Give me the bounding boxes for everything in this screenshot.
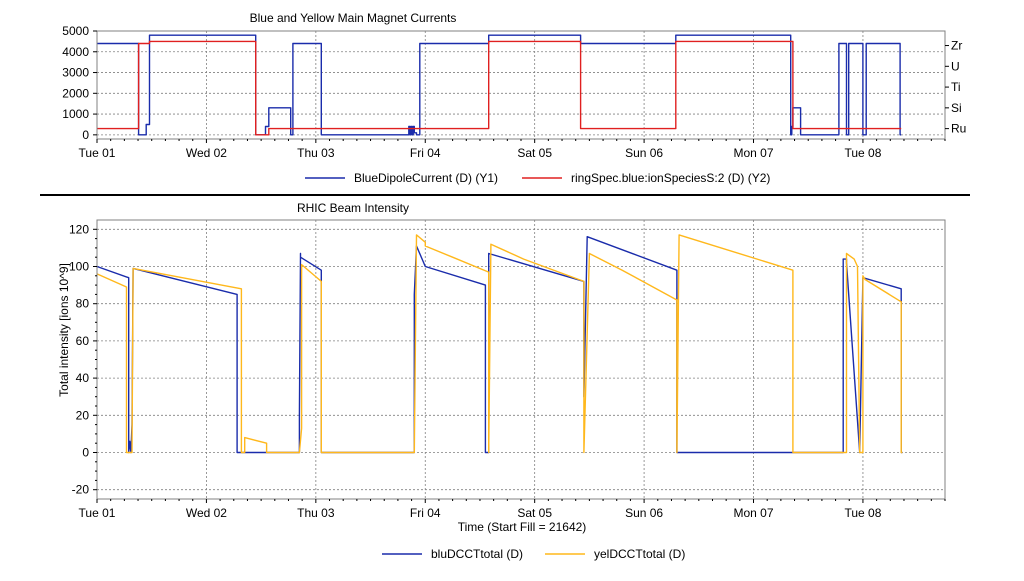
top-y2-tick-label: Zr	[951, 39, 962, 53]
bottom-y-tick-label: -20	[72, 483, 90, 497]
top-x-tick-label: Mon 07	[734, 146, 774, 160]
top-x-axis: Tue 01 Wed 02 Thu 03 Fri 04 Sat 05 Sun 06 Mon …	[79, 139, 946, 160]
top-x-tick-label: Tue 08	[844, 146, 881, 160]
top-series-group	[97, 34, 902, 136]
top-x-tick-label: Thu 03	[297, 146, 335, 160]
top-y-tick-label: 5000	[62, 24, 89, 38]
bottom-y-tick-label: 20	[76, 408, 90, 422]
top-x-tick-label: Sat 05	[517, 146, 552, 160]
top-gridlines	[96, 30, 945, 139]
bottom-x-axis-label: Time (Start Fill = 21642)	[458, 520, 587, 534]
bottom-series-line-1	[96, 235, 903, 454]
top-x-tick-label: Wed 02	[186, 146, 227, 160]
top-chart-title: Blue and Yellow Main Magnet Currents	[250, 11, 457, 25]
top-plot-frame	[96, 30, 946, 140]
bottom-y-axis: -20 0 20 40 60 80 100 120	[69, 222, 97, 497]
top-y-tick-label: 1000	[62, 107, 89, 121]
top-y-tick-label: 2000	[62, 86, 89, 100]
top-y2-tick-label: Si	[951, 101, 962, 115]
top-y2-tick-label: U	[951, 59, 960, 73]
bottom-legend-label-2: yelDCCTtotal (D)	[594, 547, 685, 561]
bottom-y-tick-label: 120	[69, 222, 89, 236]
bottom-series-line-2	[96, 234, 903, 454]
top-legend-label-2: ringSpec.blue:ionSpeciesS:2 (D) (Y2)	[571, 171, 770, 185]
bottom-x-tick-label: Thu 03	[297, 506, 335, 520]
bottom-y-tick-label: 80	[76, 297, 90, 311]
top-y-tick-label: 4000	[62, 45, 89, 59]
top-x-tick-label: Tue 01	[79, 146, 116, 160]
bottom-x-tick-label: Tue 08	[844, 506, 881, 520]
top-x-tick-label: Fri 04	[410, 146, 441, 160]
top-series-line-1	[97, 34, 902, 136]
bottom-x-tick-label: Sun 06	[625, 506, 663, 520]
top-y-tick-label: 3000	[62, 66, 89, 80]
bottom-legend-label-1: bluDCCTtotal (D)	[431, 547, 523, 561]
bottom-y-tick-label: 100	[69, 260, 89, 274]
top-y-tick-label: 0	[82, 128, 89, 142]
bottom-x-axis: Tue 01 Wed 02 Thu 03 Fri 04 Sat 05 Sun 06 Mon …	[79, 499, 946, 520]
bottom-x-tick-label: Wed 02	[186, 506, 227, 520]
bottom-x-tick-label: Mon 07	[734, 506, 774, 520]
bottom-gridlines	[96, 220, 945, 499]
bottom-chart-title: RHIC Beam Intensity	[297, 201, 409, 215]
bottom-y-tick-label: 40	[76, 371, 90, 385]
top-x-tick-label: Sun 06	[625, 146, 663, 160]
bottom-x-tick-label: Fri 04	[410, 506, 441, 520]
bottom-series-group	[96, 234, 903, 454]
bottom-plot-frame	[96, 219, 946, 500]
top-legend: BlueDipoleCurrent (D) (Y1) ringSpec.blue…	[305, 171, 770, 185]
top-series-line-2	[97, 40, 902, 136]
bottom-x-tick-label: Sat 05	[517, 506, 552, 520]
bottom-y-tick-label: 60	[76, 334, 90, 348]
top-y-axis: 0 1000 2000 3000 4000 5000	[62, 24, 97, 142]
bottom-legend: bluDCCTtotal (D) yelDCCTtotal (D)	[382, 547, 685, 561]
top-y2-tick-label: Ti	[951, 80, 961, 94]
bottom-x-tick-label: Tue 01	[79, 506, 116, 520]
top-y2-axis: Ru Si Ti U Zr	[945, 39, 966, 136]
top-y2-tick-label: Ru	[951, 122, 966, 136]
bottom-y-axis-label: Total intensity [ions 10^9]	[57, 263, 71, 397]
bottom-y-tick-label: 0	[82, 446, 89, 460]
top-legend-label-1: BlueDipoleCurrent (D) (Y1)	[354, 171, 498, 185]
